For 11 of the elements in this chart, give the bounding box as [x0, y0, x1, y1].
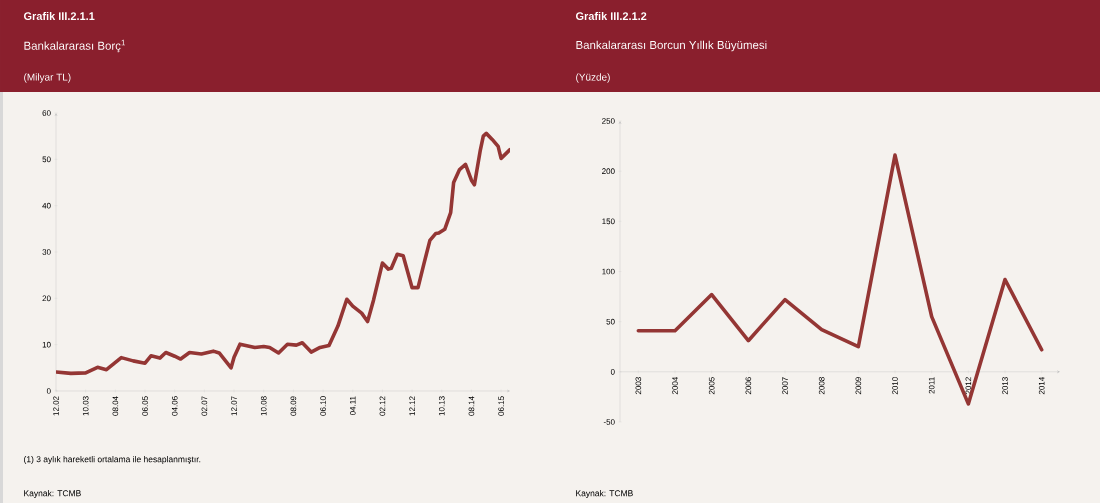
text: (1) 3 aylık hareketli ortalama ile hesaplanmıştır. — [24, 456, 201, 464]
y-axis-title: (Yüzde) — [576, 73, 610, 83]
y-axis-title: (Milyar TL) — [24, 73, 71, 83]
text: Kaynak: TCMB — [24, 490, 81, 498]
chart-title: Grafik III.2.1.2 — [575, 11, 647, 21]
line-series — [56, 131, 511, 376]
text: Kaynak: TCMB — [576, 490, 633, 498]
chart-subtitle: Bankalararası Borcun Yıllık Büyümesi — [576, 40, 767, 52]
chart-subtitle: Bankalararası Borç$^{1}$ — [24, 39, 126, 53]
line-series — [636, 153, 1044, 406]
chart-title: Grafik III.2.1.1 — [23, 11, 95, 21]
